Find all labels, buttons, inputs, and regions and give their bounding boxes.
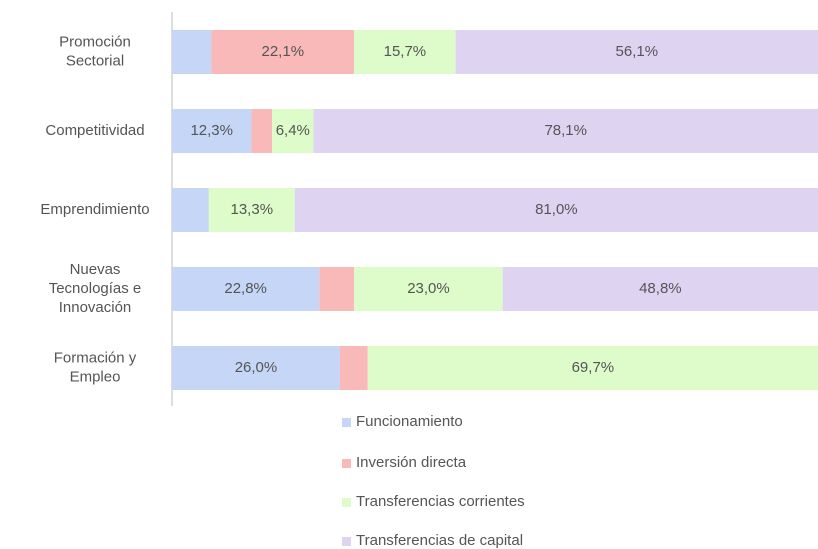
bar-segment [313, 109, 818, 153]
y-tick-label: Nuevas Tecnologías e Innovación [49, 261, 142, 316]
y-tick-label: Formación y Empleo [54, 349, 137, 385]
bar-segment [172, 109, 252, 153]
y-tick-label: Competitividad [45, 122, 144, 139]
data-label: 22,1% [262, 43, 305, 60]
bar-segment [172, 267, 320, 311]
data-label: 23,0% [407, 280, 450, 297]
bar-segment [502, 267, 818, 311]
bar-segment [251, 109, 273, 153]
bar-segment [367, 346, 818, 390]
bar-segment [208, 188, 295, 232]
bar-segment [172, 346, 340, 390]
legend-swatch [342, 537, 351, 546]
y-tick-label: Emprendimiento [40, 201, 149, 218]
bar-segment [354, 267, 503, 311]
bar-segment [455, 30, 818, 74]
legend-swatch [342, 459, 351, 468]
data-label: 78,1% [544, 122, 587, 139]
bar-segment [211, 30, 355, 74]
data-label: 13,3% [231, 201, 274, 218]
bar-segment [272, 109, 314, 153]
data-label: 12,3% [190, 122, 233, 139]
data-label: 69,7% [572, 359, 615, 376]
bar-segment [339, 346, 368, 390]
data-label: 56,1% [616, 43, 659, 60]
data-label: 22,8% [224, 280, 267, 297]
bar-segment [294, 188, 818, 232]
legend-swatch [342, 498, 351, 507]
bar-segment [354, 30, 456, 74]
data-label: 26,0% [235, 359, 278, 376]
bar-segment [319, 267, 355, 311]
legend-label: Transferencias de capital [356, 532, 523, 549]
data-label: 6,4% [276, 122, 310, 139]
bar-segment [172, 30, 212, 74]
legend-swatch [342, 418, 351, 427]
data-label: 15,7% [384, 43, 427, 60]
data-label: 48,8% [639, 280, 682, 297]
y-tick-label: Promoción Sectorial [59, 33, 131, 69]
legend-label: Inversión directa [356, 454, 467, 471]
data-label: 81,0% [535, 201, 578, 218]
bar-segment [172, 188, 209, 232]
legend-label: Funcionamiento [356, 413, 463, 430]
legend-label: Transferencias corrientes [356, 493, 525, 510]
